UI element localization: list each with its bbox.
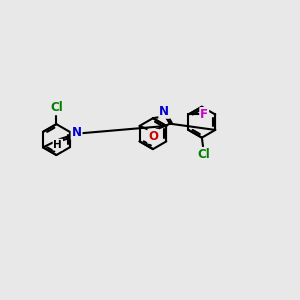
Text: H: H xyxy=(53,140,62,150)
Text: Cl: Cl xyxy=(50,101,63,114)
Text: Cl: Cl xyxy=(197,148,210,161)
Text: O: O xyxy=(148,130,158,143)
Text: N: N xyxy=(72,126,82,139)
Text: N: N xyxy=(159,105,169,118)
Text: F: F xyxy=(200,108,208,121)
